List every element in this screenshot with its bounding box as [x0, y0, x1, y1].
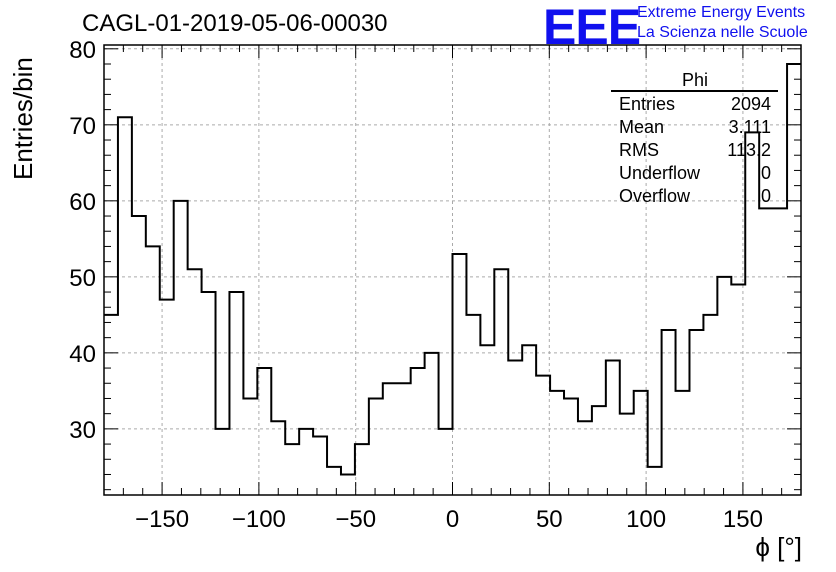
- histogram-bin: [132, 216, 146, 495]
- logo-line-1: Extreme Energy Events: [637, 4, 806, 21]
- x-tick-label: 150: [723, 506, 763, 533]
- histogram-bin: [229, 292, 243, 495]
- stats-key: Overflow: [619, 186, 691, 206]
- y-tick-label: 30: [69, 417, 96, 444]
- histogram-bin: [536, 376, 550, 495]
- histogram-bin: [425, 353, 439, 495]
- histogram-bin: [118, 117, 132, 495]
- histogram-bin: [341, 474, 355, 495]
- histogram-bin: [787, 64, 801, 495]
- histogram-bin: [522, 345, 536, 495]
- stats-value: 2094: [730, 94, 771, 114]
- histogram-bin: [202, 292, 216, 495]
- y-axis-label-text: Entries/bin: [8, 57, 38, 180]
- histogram-bin: [717, 277, 731, 495]
- x-tick-label: 100: [626, 506, 666, 533]
- histogram-bin: [327, 467, 341, 495]
- stats-key: Mean: [619, 117, 665, 137]
- histogram-bin: [494, 269, 508, 495]
- histogram-bin: [188, 269, 202, 495]
- x-axis-label: ϕ [°]: [755, 532, 802, 562]
- histogram-bin: [453, 254, 467, 495]
- eee-logo: EEE: [543, 0, 641, 55]
- histogram-bin: [369, 398, 383, 495]
- x-tick-label: −150: [135, 506, 189, 533]
- y-tick-label: 70: [69, 113, 96, 140]
- histogram-bin: [104, 315, 118, 495]
- logo-line-2: La Scienza nelle Scuole: [637, 24, 808, 41]
- histogram-bin: [439, 429, 453, 495]
- histogram-series: [104, 63, 801, 476]
- stats-value: 113.2: [727, 140, 771, 160]
- histogram-bin: [634, 391, 648, 495]
- histogram-bin: [564, 398, 578, 495]
- histogram-bin: [689, 330, 703, 495]
- histogram-bin: [160, 300, 174, 495]
- x-tick-label: −100: [232, 506, 286, 533]
- stats-key: Underflow: [619, 163, 701, 183]
- histogram-bin: [243, 398, 257, 495]
- histogram-bin: [216, 429, 230, 495]
- histogram-bin: [146, 246, 160, 495]
- histogram-bin: [299, 429, 313, 495]
- x-tick-label: 0: [446, 506, 459, 533]
- histogram-bin: [620, 414, 634, 495]
- histogram-bin: [355, 444, 369, 495]
- histogram-bin: [550, 391, 564, 495]
- y-tick-label: 40: [69, 341, 96, 368]
- y-tick-label: 80: [69, 37, 96, 64]
- histogram-bin: [731, 284, 745, 495]
- histogram-bin: [466, 315, 480, 495]
- stats-value: 3.111: [728, 117, 771, 137]
- histogram-bin: [662, 330, 676, 495]
- histogram-bin: [174, 201, 188, 495]
- y-tick-label: 50: [69, 265, 96, 292]
- stats-key: RMS: [619, 140, 659, 160]
- stats-key: Entries: [619, 94, 676, 114]
- stats-box-title: Phi: [681, 70, 708, 90]
- histogram-bin: [480, 345, 494, 495]
- histogram-bin: [397, 383, 411, 495]
- histogram-bin: [759, 208, 773, 495]
- histogram-bin: [606, 360, 620, 495]
- histogram-bin: [383, 383, 397, 495]
- y-tick-label: 60: [69, 189, 96, 216]
- histogram-bin: [745, 132, 759, 495]
- histogram-bin: [508, 360, 522, 495]
- histogram-bin: [271, 421, 285, 495]
- x-tick-label: −50: [335, 506, 376, 533]
- histogram-bin: [313, 436, 327, 495]
- stats-value: 0: [760, 163, 771, 183]
- histogram-bin: [676, 391, 690, 495]
- stats-value: 0: [760, 186, 771, 206]
- histogram-bin: [285, 444, 299, 495]
- histogram-bin: [648, 467, 662, 495]
- y-axis-label: Entries/bin: [2, 57, 42, 180]
- histogram-bin: [578, 421, 592, 495]
- histogram-bin: [773, 208, 787, 495]
- histogram-bin: [703, 315, 717, 495]
- histogram-bin: [411, 368, 425, 495]
- histogram-bin: [257, 368, 271, 495]
- x-tick-label: 50: [536, 506, 563, 533]
- chart-title: CAGL-01-2019-05-06-00030: [82, 10, 388, 37]
- histogram-bin: [592, 406, 606, 495]
